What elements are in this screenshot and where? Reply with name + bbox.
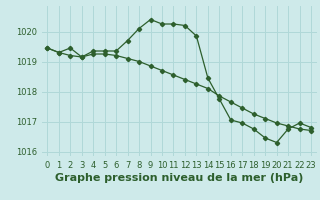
X-axis label: Graphe pression niveau de la mer (hPa): Graphe pression niveau de la mer (hPa): [55, 173, 303, 183]
